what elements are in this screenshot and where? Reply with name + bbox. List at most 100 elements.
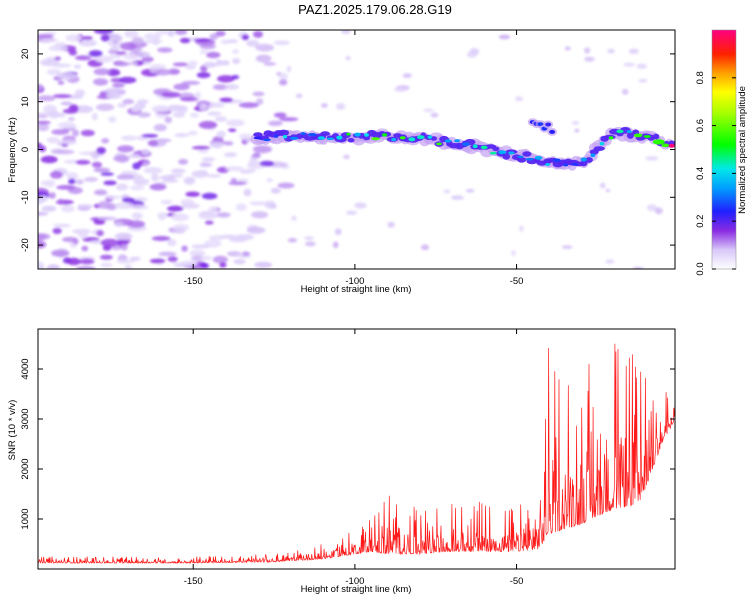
snr-y-ticks: 1000 2000 3000 4000 [20,358,675,530]
noise-blob [178,158,189,165]
noise-blob [67,257,81,266]
ridge-core [346,132,351,136]
ridge-core [417,135,425,140]
noise-blob [246,226,266,234]
noise-blob [203,61,217,68]
ridge-core [525,157,534,161]
noise-blob [223,152,237,158]
y-tick-label: 10 [20,96,31,107]
noise-blob [466,51,478,58]
colorbar: 0.0 0.2 0.4 0.6 0.8 Normalized spectral ampl… [695,29,748,276]
noise-blob [246,39,260,47]
noise-blob [95,55,114,63]
noise-blob [181,80,201,85]
noise-blob [97,216,117,221]
ridge-core [436,142,442,146]
noise-blob [278,72,288,81]
noise-blob [117,145,134,153]
noise-blob [277,182,295,189]
colorbar-tick-label: 0.0 [695,262,706,275]
noise-blob [191,244,210,249]
noise-blob [57,198,65,205]
ridge-core [608,136,614,140]
noise-blob [645,156,659,161]
noise-blob [132,162,141,170]
ridge-core [300,132,306,135]
noise-blob [248,158,259,167]
noise-blob [229,235,248,243]
noise-blob [117,174,135,180]
noise-blob [295,93,303,99]
noise-blob [51,129,70,135]
ridge-core [489,151,497,155]
noise-blob [238,102,259,108]
noise-blob [201,157,216,162]
noise-blob [61,205,75,213]
noise-blob [584,47,591,54]
noise-blob [52,63,72,68]
noise-blob [78,151,97,156]
snr-series [38,343,675,565]
noise-blob [181,245,188,252]
noise-blob [215,59,222,67]
noise-blob [68,106,80,112]
noise-blob [605,259,615,264]
y-tick-label: 20 [20,49,31,60]
spectrogram-y-axis-label: Frequency (Hz) [7,117,18,182]
noise-blob [249,201,268,206]
noise-blob [54,56,61,61]
noise-blob [46,136,60,144]
noise-blob [48,110,60,119]
ridge-core [354,132,361,137]
noise-blob [198,120,218,129]
noise-blob [420,244,430,251]
noise-blob [199,103,208,111]
noise-blob [57,80,65,85]
noise-blob [200,255,213,261]
x-tick-label: -150 [184,576,203,587]
noise-blob [114,232,133,241]
noise-blob [175,30,188,35]
ridge-core [616,129,624,134]
noise-blob [185,191,200,197]
noise-blob [259,160,275,167]
noise-blob [88,50,103,57]
noise-blob [519,225,524,232]
noise-blob [48,45,68,52]
noise-blob [77,204,93,209]
noise-blob [207,111,222,116]
noise-blob [114,221,124,227]
noise-blob [341,30,351,35]
noise-blob [84,177,99,182]
noise-blob [104,88,124,94]
noise-blob [175,227,186,234]
noise-blob [252,145,273,154]
spectrogram-heatmap [38,30,675,269]
ridge-core [317,136,325,140]
noise-blob [235,203,247,211]
x-tick-label: -100 [345,276,364,287]
noise-blob [226,119,245,127]
noise-blob [402,73,412,78]
noise-blob [38,120,51,125]
noise-blob [65,34,82,42]
noise-blob [332,241,339,248]
ridge-core [580,157,587,162]
noise-blob [99,254,113,260]
noise-blob [55,149,75,155]
noise-blob [208,206,218,214]
noise-blob [93,78,109,86]
noise-blob [38,261,45,269]
noise-blob [216,130,226,138]
noise-blob [46,264,60,269]
noise-blob [607,48,615,54]
noise-blob [199,50,208,54]
noise-blob [239,169,252,175]
noise-blob [149,183,167,191]
noise-blob [114,61,131,67]
noise-blob [67,116,75,122]
y-tick-label: 2000 [20,458,31,479]
noise-blob [131,212,143,220]
noise-blob [354,202,367,209]
